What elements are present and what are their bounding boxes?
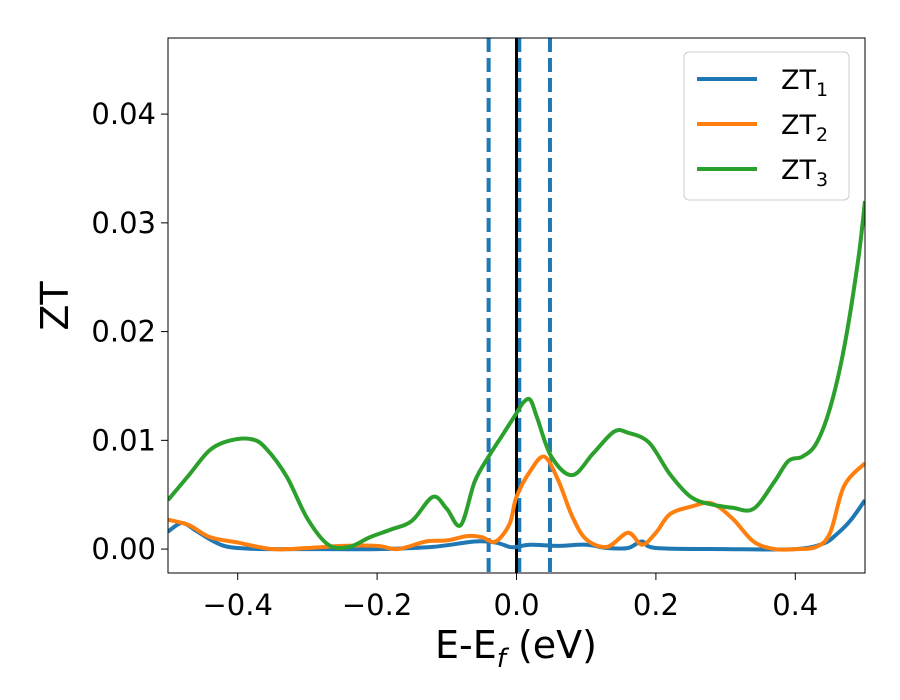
y-tick-label: 0.00 xyxy=(91,532,156,566)
y-tick-label: 0.03 xyxy=(91,206,156,240)
x-axis-ticks: −0.4 −0.2 0.0 0.2 0.4 xyxy=(202,573,818,622)
legend-box xyxy=(683,51,850,201)
y-axis-ticks: 0.00 0.01 0.02 0.03 0.04 xyxy=(91,97,168,566)
series-line-2 xyxy=(168,454,865,552)
y-tick-label: 0.01 xyxy=(91,423,156,457)
x-axis-label-unit: (eV) xyxy=(506,623,597,667)
legend-entry-2: ZT2 xyxy=(781,110,828,146)
x-tick-label: 0.0 xyxy=(493,588,539,622)
legend: ZT1 ZT2 ZT3 xyxy=(683,51,850,201)
x-tick-label: 0.2 xyxy=(633,588,679,622)
y-tick-label: 0.02 xyxy=(91,315,156,349)
legend-entry-1: ZT1 xyxy=(781,65,828,101)
x-axis-label: E-Ef (eV) xyxy=(435,623,597,674)
vertical-reference-lines xyxy=(486,38,552,573)
x-tick-label: 0.4 xyxy=(772,588,818,622)
series-line-3 xyxy=(168,200,865,551)
series-lines xyxy=(168,200,865,552)
x-axis-label-main: E-E xyxy=(435,623,497,667)
x-tick-label: −0.2 xyxy=(342,588,412,622)
y-axis-label: ZT xyxy=(33,281,77,331)
legend-entry-3: ZT3 xyxy=(781,155,828,191)
y-tick-label: 0.04 xyxy=(91,97,156,131)
x-tick-label: −0.4 xyxy=(202,588,272,622)
